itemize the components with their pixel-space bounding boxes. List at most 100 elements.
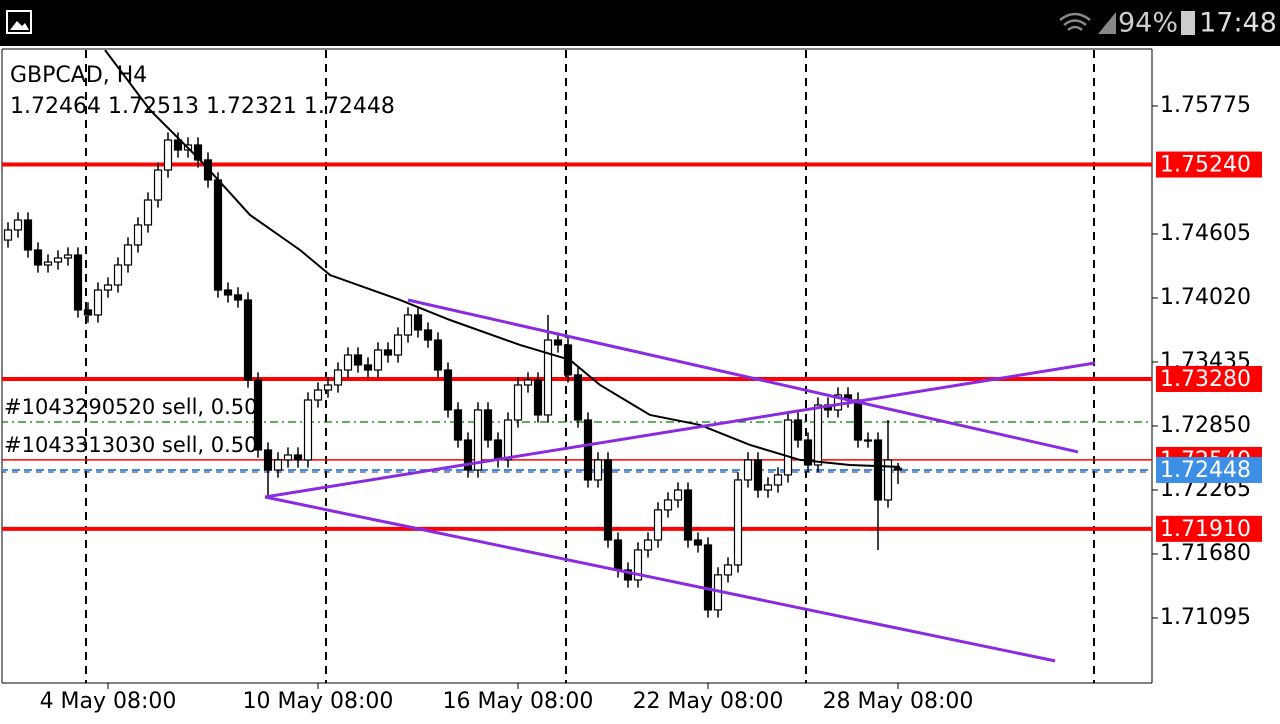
x-tick-label: 10 May 08:00 bbox=[243, 689, 394, 714]
battery-text: 94% bbox=[1118, 8, 1178, 39]
candle-body bbox=[253, 379, 263, 451]
candle-body bbox=[103, 284, 113, 291]
candle-body bbox=[643, 539, 653, 551]
candle-body bbox=[83, 309, 93, 316]
candle-body bbox=[313, 389, 323, 401]
candle-body bbox=[53, 257, 63, 263]
gallery-icon bbox=[6, 10, 32, 34]
candle-body bbox=[93, 289, 103, 316]
candle-body bbox=[873, 439, 883, 501]
candle-body bbox=[23, 219, 33, 251]
symbol-title: GBPCAD, H4 bbox=[10, 63, 147, 88]
candle-body bbox=[213, 179, 223, 291]
candle-body bbox=[73, 254, 83, 311]
candle-body bbox=[423, 329, 433, 341]
candle-body bbox=[323, 384, 333, 391]
candle-body bbox=[553, 339, 563, 346]
trend-line bbox=[407, 298, 1079, 454]
x-tick-label: 28 May 08:00 bbox=[823, 689, 974, 714]
candle-body bbox=[593, 459, 603, 481]
status-bar bbox=[0, 0, 1280, 46]
candle-body bbox=[533, 379, 543, 416]
candle-body bbox=[303, 399, 313, 461]
candle-body bbox=[433, 339, 443, 371]
candle-body bbox=[583, 419, 593, 481]
y-tick-label: 1.75775 bbox=[1160, 93, 1251, 118]
candle-body bbox=[33, 249, 43, 266]
order-label: #1043313030 sell, 0.50 bbox=[4, 433, 258, 457]
price-tag bbox=[1156, 515, 1262, 542]
candle-body bbox=[633, 549, 643, 581]
wifi-icon bbox=[1059, 12, 1091, 31]
candle-body bbox=[723, 564, 733, 576]
candle-body bbox=[503, 419, 513, 461]
candle-body bbox=[673, 489, 683, 501]
candle-body bbox=[273, 459, 283, 471]
candle-body bbox=[783, 419, 793, 476]
price-tag-label: 1.72448 bbox=[1160, 458, 1251, 483]
candle-body bbox=[3, 229, 13, 241]
candle-body bbox=[173, 139, 183, 151]
candle-body bbox=[613, 539, 623, 571]
candle-body bbox=[133, 224, 143, 246]
price-tag-label: 1.73280 bbox=[1160, 367, 1251, 392]
price-tag bbox=[1156, 365, 1262, 392]
candle-body bbox=[393, 334, 403, 356]
x-tick-label: 22 May 08:00 bbox=[633, 689, 784, 714]
candle-body bbox=[733, 479, 743, 566]
candle-body bbox=[193, 144, 203, 161]
candle-body bbox=[893, 467, 903, 471]
price-tag bbox=[1156, 151, 1262, 178]
candle-body bbox=[283, 454, 293, 461]
candle-body bbox=[333, 369, 343, 386]
candle-body bbox=[373, 349, 383, 371]
candle-body bbox=[43, 261, 53, 266]
candle-body bbox=[233, 294, 243, 301]
candle-body bbox=[863, 439, 873, 442]
candle-body bbox=[453, 409, 463, 441]
candle-body bbox=[883, 459, 893, 501]
plot-area bbox=[2, 50, 1152, 683]
gallery-icon-shape bbox=[10, 21, 29, 30]
price-tag-label: 1.71910 bbox=[1160, 517, 1251, 542]
candle-body bbox=[153, 169, 163, 201]
y-tick-label: 1.74605 bbox=[1160, 221, 1251, 246]
price-tag bbox=[1156, 456, 1262, 483]
candle-body bbox=[543, 339, 553, 416]
candle-body bbox=[763, 484, 773, 491]
y-tick-label: 1.72850 bbox=[1160, 413, 1251, 438]
clock: 17:48 bbox=[1199, 8, 1277, 39]
candle-body bbox=[123, 244, 133, 266]
trend-line bbox=[264, 361, 1096, 499]
candle-body bbox=[163, 139, 173, 171]
candle-body bbox=[243, 299, 253, 381]
x-tick-label: 4 May 08:00 bbox=[40, 689, 177, 714]
candle-body bbox=[263, 449, 273, 471]
candle-body bbox=[363, 364, 373, 371]
candle-body bbox=[343, 354, 353, 371]
candle-body bbox=[223, 289, 233, 296]
candle-body bbox=[113, 264, 123, 286]
price-tag-label: 1.75240 bbox=[1160, 153, 1251, 178]
candle-body bbox=[573, 374, 583, 421]
candle-body bbox=[623, 569, 633, 581]
y-tick-label: 1.71095 bbox=[1160, 605, 1251, 630]
candle-body bbox=[63, 254, 73, 259]
candle-body bbox=[513, 384, 523, 421]
candle-body bbox=[483, 409, 493, 441]
candle-body bbox=[793, 419, 803, 441]
battery-icon bbox=[1181, 11, 1195, 35]
candle-body bbox=[653, 509, 663, 541]
order-label: #1043290520 sell, 0.50 bbox=[4, 395, 258, 419]
y-tick-label: 1.74020 bbox=[1160, 285, 1251, 310]
candle-body bbox=[13, 219, 23, 231]
candle-body bbox=[703, 544, 713, 611]
candle-body bbox=[683, 489, 693, 541]
candle-body bbox=[443, 369, 453, 411]
candle-body bbox=[803, 439, 813, 466]
x-tick-label: 16 May 08:00 bbox=[443, 689, 594, 714]
candle-body bbox=[603, 459, 613, 541]
moving-average bbox=[104, 50, 901, 468]
ohlc-text: 1.72464 1.72513 1.72321 1.72448 bbox=[10, 94, 395, 119]
